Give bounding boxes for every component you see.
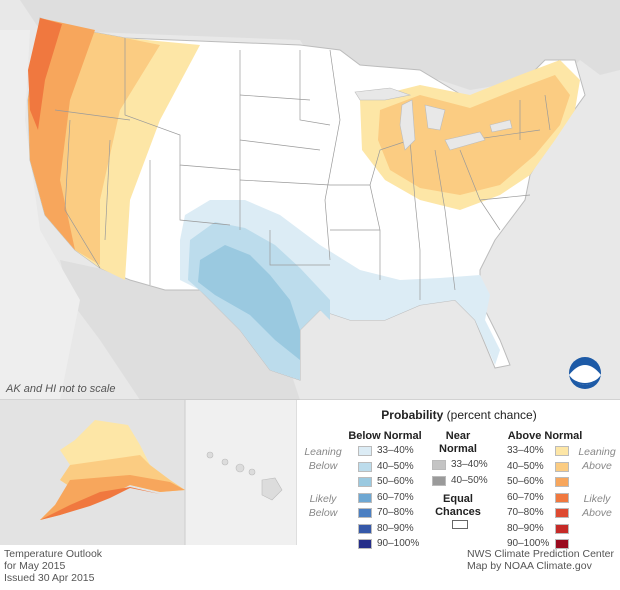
above-label-6: 90–100% (507, 538, 550, 549)
hawaii-islands (206, 451, 283, 501)
leaning-above-line-1: Leaning (578, 446, 616, 458)
above-swatch-0 (555, 446, 569, 456)
above-label-4: 70–80% (507, 507, 544, 518)
outlook-caption: Temperature Outlook for May 2015 Issued … (4, 548, 102, 584)
leaning-below-line-1: Leaning (304, 446, 342, 458)
above-label-0: 33–40% (507, 445, 544, 456)
credit-caption: NWS Climate Prediction Center Map by NOA… (467, 548, 614, 572)
near-normal-header: Near Normal (428, 430, 488, 456)
pacific-ocean (0, 30, 80, 400)
above-swatch-2 (555, 477, 569, 487)
great-lakes (354, 87, 513, 151)
credit-line-1: NWS Climate Prediction Center (466, 548, 614, 560)
equal-chances-line-1: Equal (443, 493, 473, 505)
credit-line-2: Map by NOAA Climate.gov (466, 560, 592, 572)
likely-above-line-2: Above (582, 507, 612, 519)
caption-line-3: Issued 30 Apr 2015 (4, 572, 95, 584)
hawaii-inset-bg (185, 400, 297, 545)
likely-above-line-1: Likely (583, 493, 611, 505)
leaning-above-line-2: Above (582, 460, 612, 472)
likely-below-line-1: Likely (309, 493, 337, 505)
below-label-4: 70–80% (377, 507, 414, 518)
equal-chances-swatch (452, 520, 468, 529)
equal-chances-line-2: Chances (435, 506, 481, 518)
above-label-2: 50–60% (507, 476, 544, 487)
above-label-5: 80–90% (507, 522, 544, 534)
below-label-1: 40–50% (377, 460, 414, 472)
near-header-line-2: Normal (439, 443, 477, 455)
leaning-below-line-2: Below (308, 460, 338, 472)
leaning-below-label: Leaning Below (300, 445, 346, 473)
above-swatch-5 (555, 523, 569, 534)
legend-title-bold: Probability (381, 408, 444, 422)
below-normal-header: Below Normal (348, 430, 422, 442)
near-swatch-0 (432, 460, 446, 470)
below-swatch-0 (358, 446, 372, 456)
equal-chances-label: Equal Chances (428, 493, 488, 519)
above-normal-header: Above Normal (507, 430, 583, 442)
alaska-above-60-70 (40, 487, 160, 520)
below-label-0: 33–40% (377, 445, 414, 456)
below-swatch-3 (358, 492, 372, 503)
below-label-3: 60–70% (377, 491, 414, 503)
above-swatch-4 (555, 508, 569, 518)
above-label-1: 40–50% (507, 460, 544, 472)
legend-title: Probability (percent chance) (298, 408, 620, 422)
below-swatch-5 (358, 523, 372, 534)
caption-line-1: Temperature Outlook (4, 548, 103, 560)
likely-below-line-2: Below (308, 507, 338, 519)
scale-note: AK and HI not to scale (6, 383, 116, 395)
below-swatch-6 (358, 539, 372, 549)
above-swatch-6 (555, 539, 569, 549)
near-label-1: 40–50% (451, 474, 488, 486)
noaa-logo (569, 357, 601, 389)
above-swatch-1 (555, 461, 569, 472)
caption-line-2: for May 2015 (4, 560, 66, 572)
likely-above-label: Likely Above (574, 492, 620, 520)
below-label-6: 90–100% (377, 538, 420, 549)
mexico-land (60, 260, 300, 400)
leaning-above-label: Leaning Above (574, 445, 620, 473)
below-swatch-2 (358, 477, 372, 487)
state-borders (54, 38, 551, 300)
below-50-60 (198, 245, 300, 360)
legend-title-rest: (percent chance) (443, 408, 537, 422)
below-swatch-4 (358, 508, 372, 518)
above-label-3: 60–70% (507, 491, 544, 503)
below-swatch-1 (358, 461, 372, 472)
above-60-70-west (28, 18, 62, 130)
near-label-0: 33–40% (451, 459, 488, 470)
below-label-5: 80–90% (377, 522, 414, 534)
near-header-line-1: Near (445, 430, 471, 442)
near-swatch-1 (432, 475, 446, 486)
below-label-2: 50–60% (377, 476, 414, 487)
above-swatch-3 (555, 492, 569, 503)
likely-below-label: Likely Below (300, 492, 346, 520)
